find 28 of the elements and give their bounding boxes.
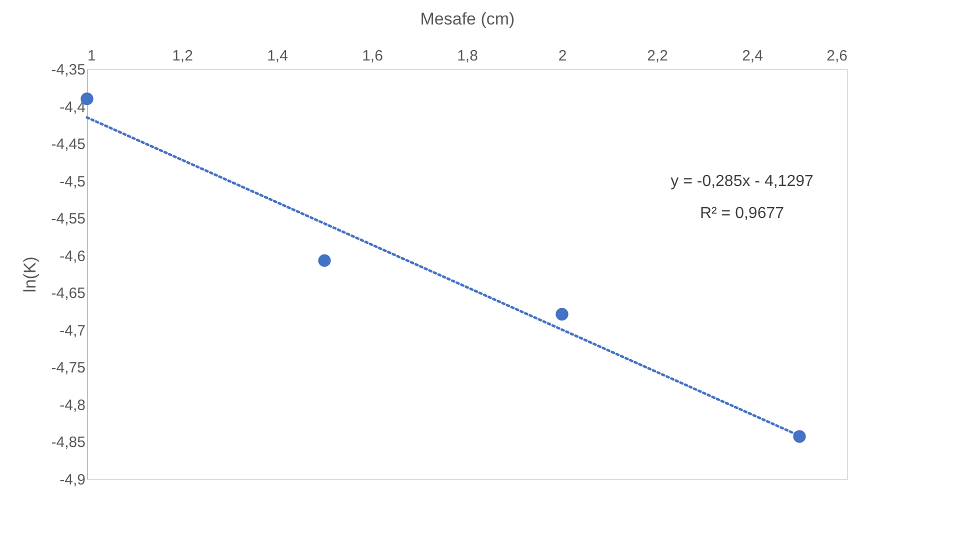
- x-tick-label: 1,6: [362, 48, 383, 64]
- x-axis-title: Mesafe (cm): [420, 10, 515, 28]
- x-tick-label: 2,4: [742, 48, 763, 64]
- x-tick-label: 2: [558, 48, 567, 64]
- annotation: R² = 0,9677: [700, 205, 784, 222]
- x-tick-label: 1,8: [457, 48, 478, 64]
- y-tick-label: -4,7: [60, 322, 86, 340]
- x-tick-label: 1: [88, 48, 96, 64]
- point: [556, 308, 568, 321]
- y-tick-label: -4,5: [60, 173, 86, 190]
- point: [318, 254, 331, 267]
- y-tick-label: -4,85: [51, 434, 86, 452]
- y-axis-title: ln(K): [20, 256, 40, 292]
- y-tick-label: -4,55: [51, 210, 86, 228]
- x-tick-label: 2,6: [826, 48, 848, 64]
- point: [793, 430, 806, 443]
- y-tick-label: -4,75: [51, 360, 86, 377]
- y-tick-label: -4,35: [51, 62, 86, 78]
- x-tick-label: 2,2: [647, 48, 668, 64]
- annotation: y = -0,285x - 4,1297: [670, 173, 814, 190]
- y-tick-label: -4,9: [60, 472, 86, 488]
- y-tick-label: -4,8: [60, 396, 86, 414]
- y-tick-label: -4,65: [51, 285, 86, 302]
- y-tick-label: -4,6: [60, 248, 86, 265]
- x-tick-label: 1,2: [172, 48, 193, 64]
- y-tick-label: -4,45: [51, 136, 86, 154]
- x-tick-label: 1,4: [267, 48, 288, 64]
- y-tick-label: -4,4: [60, 98, 86, 116]
